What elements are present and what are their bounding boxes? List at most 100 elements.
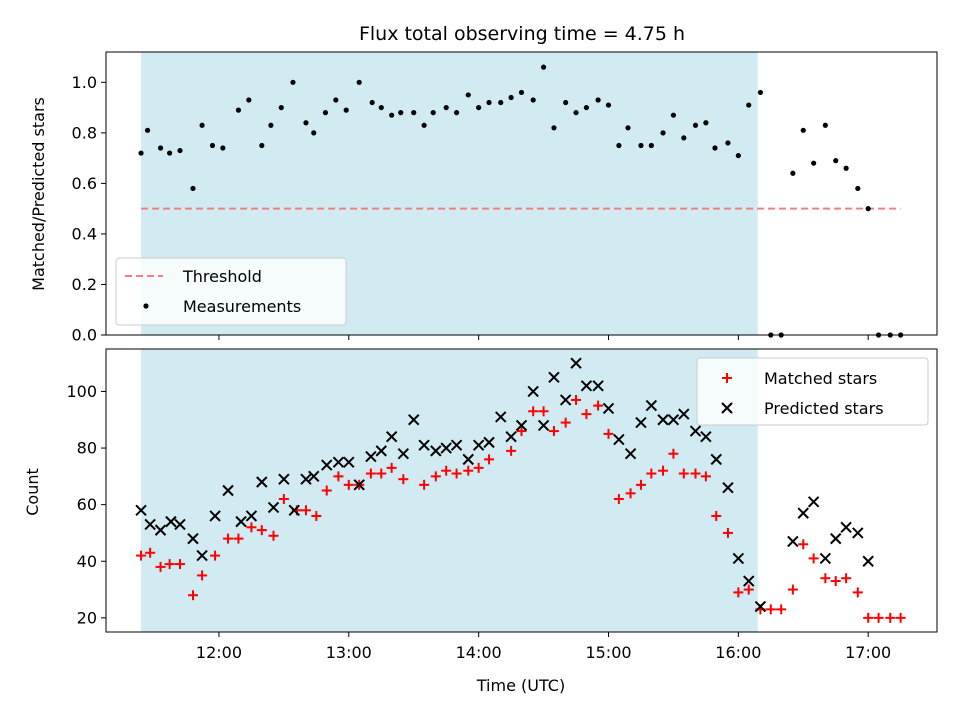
matched-star-point [711,510,722,521]
matched-star-point [233,533,244,544]
predicted-star-point [418,439,430,451]
predicted-marker [721,402,733,414]
matched-star-point [321,485,332,496]
measurement-point [278,104,284,111]
counts-ytick-label: 80 [77,439,97,458]
measurement-point [430,110,436,116]
predicted-star-point [135,504,147,517]
measurement-point [311,130,317,136]
measurement-point [811,160,817,166]
predicted-star-point [165,515,177,528]
measurement-point [486,99,492,106]
matched-star-point [398,474,409,485]
matched-star-point [256,525,267,536]
matched-star-point [506,445,517,456]
matched-star-point [743,584,754,595]
measurement-point [268,122,274,128]
measurement-point [177,147,183,154]
measurement-point [209,142,216,149]
matched-star-point [187,590,198,601]
predicted-star-point [613,433,625,446]
counts-y-axis-label: Count [23,468,42,516]
measurement-point [540,64,547,70]
predicted-star-point [657,414,669,426]
matched-star-point [197,570,208,581]
matched-star-point [603,428,614,439]
matched-star-point [441,465,452,476]
predicted-star-point [852,527,864,539]
predicted-star-point [743,575,755,587]
measurement-point [843,165,849,171]
matched-star-point [625,488,636,499]
x-tick-label: 14:00 [456,643,502,662]
measurement-point [333,97,339,103]
legend-measurements-swatch [143,303,149,309]
predicted-star-point [278,473,290,485]
counts-panel: 20 40 60 80 100 12:00 13:00 14:00 15:00 16:00 17:… [23,348,938,695]
ratio-ytick-label: 1.0 [72,73,97,92]
matched-star-point [700,471,711,482]
predicted-star-point [797,507,809,519]
measurement-point [190,185,196,192]
measurement-point [398,110,404,116]
measurement-point [681,135,687,141]
predicted-star-point [548,371,560,384]
matched-star-point [155,561,166,572]
predicted-star-point [397,448,410,460]
legend-predicted-swatch [721,402,733,414]
predicted-star-point [830,532,842,545]
matched-star-point [365,468,376,479]
measurement-point [800,127,806,133]
measurement-point [725,140,731,146]
matched-star-point [895,612,906,623]
predicted-star-point [472,439,485,451]
matched-star-point [419,479,430,490]
ratio-ytick-label: 0.4 [72,224,97,243]
legend-matched-swatch [722,373,732,383]
predicted-star-point [222,484,234,497]
matched-star-point [593,400,604,411]
measurement-point [199,122,205,128]
predicted-star-point [667,414,680,426]
predicted-star-point [385,431,398,443]
predicted-star-point [495,411,507,423]
legend-matched-label: Matched stars [764,369,877,388]
predicted-star-point [174,518,186,531]
matched-star-point [808,553,819,564]
x-tick-label: 15:00 [585,643,631,662]
predicted-star-point [807,496,820,508]
measurement-point [625,125,631,131]
matched-star-point [863,612,874,623]
measurement-point [411,110,417,116]
legend-measurements-label: Measurements [183,297,301,316]
matched-star-point [223,533,234,544]
predicted-star-point [635,416,647,429]
measurement-point [595,97,601,103]
matched-star-point [560,417,571,428]
matched-star-point [787,584,798,595]
predicted-star-point [440,442,452,454]
matched-star-point [246,522,257,533]
measurement-point [551,125,557,131]
measurement-point [144,127,151,133]
predicted-star-point [196,549,208,562]
matched-marker [722,373,732,383]
observing-window-shade-bottom [141,349,758,632]
predicted-star-point [375,445,387,457]
matched-star-point [386,462,397,473]
predicted-star-point [537,419,550,432]
matched-star-point [658,465,669,476]
matched-star-point [646,468,657,479]
measurement-point [246,97,252,103]
measurement-point [167,150,173,156]
predicted-star-point [332,456,345,468]
matched-star-point [463,465,474,476]
predicted-star-point [515,419,528,432]
measurement-point [356,79,362,85]
counts-ytick-label: 60 [77,495,97,514]
ratio-y-axis-label: Matched/Predicted stars [29,97,48,291]
measurement-point [616,142,622,149]
matched-star-point [278,493,289,504]
ratio-panel: 0.0 0.2 0.4 0.6 0.8 1.0 Matched/Predicted sta… [29,51,938,345]
measurement-point [563,99,569,106]
